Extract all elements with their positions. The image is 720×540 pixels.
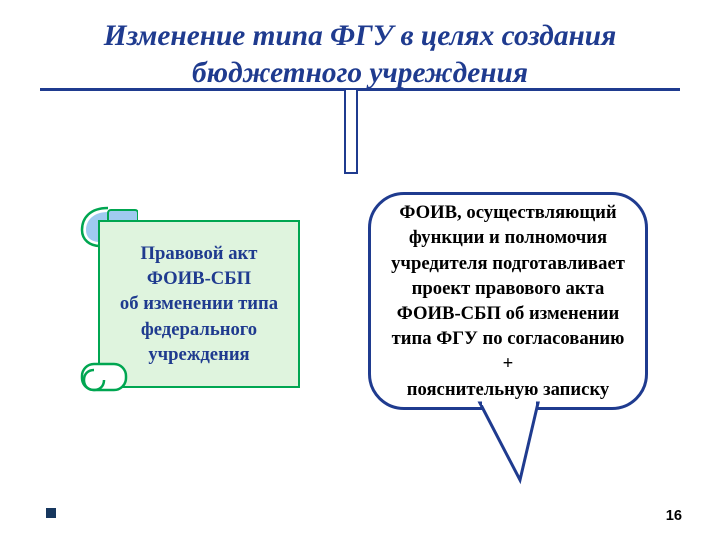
page-number: 16 xyxy=(666,508,682,524)
slide: { "title": { "line1": "Изменение типа ФГ… xyxy=(0,0,720,540)
bubble-tail-icon xyxy=(0,0,720,540)
footer-bullet-icon xyxy=(46,508,56,518)
